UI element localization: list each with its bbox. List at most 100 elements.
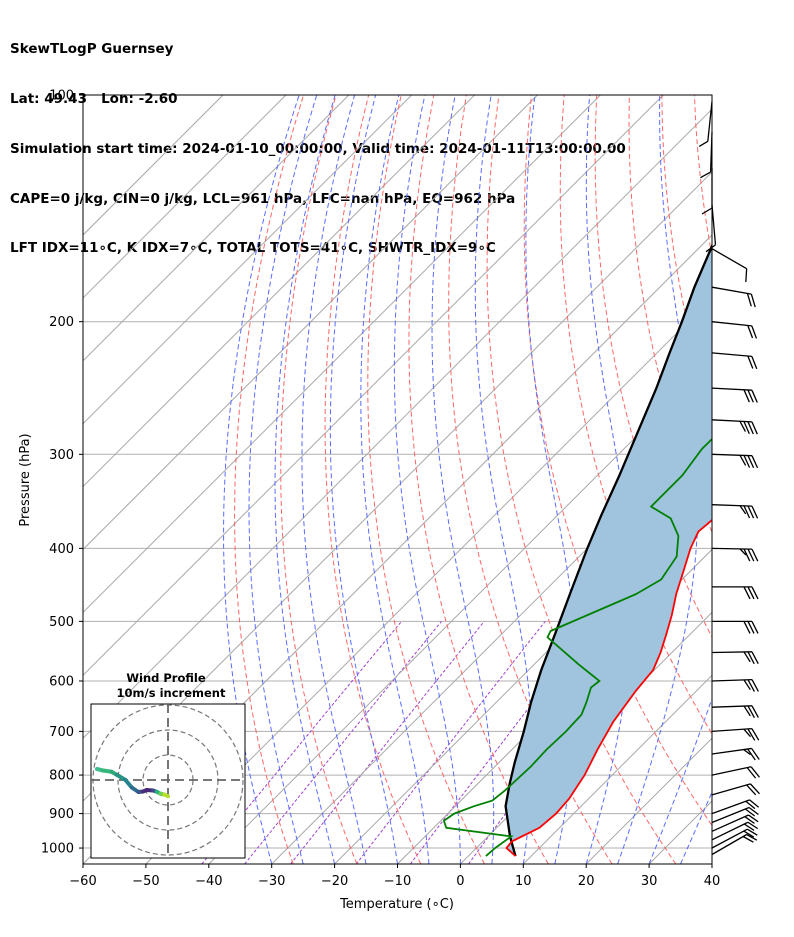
wind-barb-flag [748,806,759,816]
dry-adiabat-line [760,95,794,864]
wind-barb-staff [711,453,752,457]
wind-barb-staff [711,248,747,270]
cape-shading [505,246,712,857]
y-tick-label: 600 [49,674,74,689]
wind-barb [698,101,713,147]
dry-adiabat-line [594,95,712,639]
isotherm-line [334,485,712,864]
wind-barb-flag [751,651,759,664]
wind-barb-flag [747,421,754,435]
wind-barb-flag [743,679,751,691]
wind-barb-flag [743,455,751,468]
wind-barb [711,547,759,562]
y-tick-label: 800 [49,769,74,784]
wind-barb-flag [747,728,756,741]
wind-barb-staff [711,387,752,391]
x-tick-label: −10 [384,874,411,889]
wind-barb [711,828,758,849]
wind-barb-flag [745,268,748,283]
dry-adiabat-line [324,95,422,864]
wind-barb-flag [743,548,751,562]
x-tick-label: 0 [456,874,464,889]
wind-barb-staff [711,747,752,755]
wind-barb-flag [746,828,758,836]
wind-barb-flag [749,783,761,795]
wind-barb-staff [711,727,752,733]
isotherm-line [83,95,224,236]
wind-barb [705,204,717,253]
dry-adiabat-line [234,95,304,864]
x-tick-label: 10 [515,874,532,889]
x-tick-label: −30 [258,874,285,889]
wind-barb-flag [750,293,756,308]
x-axis-ticks: −60 −50 −40 −30 −20 −10 0 10 20 30 40 [69,864,720,889]
wind-barb-flag [743,505,751,519]
moist-adiabat-line [680,790,712,864]
wind-barb-flag [742,835,754,843]
x-tick-label: 40 [704,874,721,889]
wind-barb-staff [711,821,749,841]
wind-barb [711,248,748,283]
wind-barb-flag [751,748,760,760]
wind-barb-flag [751,621,759,634]
dry-adiabat-line [559,95,712,735]
y-axis-ticks: 100 200 300 400 500 600 700 800 900 1000 [41,89,83,857]
wind-barb-flag [743,389,750,403]
hodograph-trace [95,767,170,799]
wind-barb-staff [711,651,753,654]
wind-barb-staff [711,766,752,776]
wind-barb-flag [747,389,754,403]
wind-barb-staff [711,321,752,327]
wind-barb-staff [707,101,713,142]
wind-barb-flag [751,455,759,469]
wind-barb-staff [711,705,752,708]
x-tick-label: −20 [321,874,348,889]
wind-barb [711,766,760,779]
wind-barb-flag [747,705,755,719]
wind-barb-flag [751,705,759,718]
x-tick-label: 30 [641,874,658,889]
y-tick-label: 300 [49,448,74,463]
wind-barb-flag [747,679,755,692]
plot-area [83,95,794,864]
wind-barb [711,821,759,841]
moist-adiabat-line [393,95,461,864]
moist-adiabat-line [223,95,300,864]
x-tick-label: −60 [69,874,96,889]
mixing-ratio-line [201,621,402,864]
time-line: Simulation start time: 2024-01-10_00:00:… [10,140,626,157]
wind-barb [711,678,759,692]
wind-barb-flag [743,651,751,663]
hodograph-inset: Wind Profile 10m/s increment [90,671,246,859]
wind-barb-flag [751,586,759,600]
moist-adiabat-line [274,95,336,864]
wind-barb [711,705,759,719]
y-tick-label: 1000 [41,842,74,857]
wind-barb-flag [751,356,758,370]
wind-barb [711,453,759,469]
dry-adiabat-line [367,95,485,864]
mixing-ratio-line [355,621,546,864]
wind-barb [701,168,713,215]
wind-barb-flag [747,325,754,339]
isotherm-line [522,674,712,864]
y-tick-label: 700 [49,725,74,740]
wind-barb-flag [700,171,711,179]
wind-barb-flag [747,455,755,469]
wind-barb-flag [739,548,747,556]
y-axis-label: Pressure (hPa) [18,433,33,526]
wind-barb-flag [751,325,758,339]
wind-barb [712,586,759,600]
hodograph-title: Wind Profile [126,671,206,685]
y-tick-label: 500 [49,615,74,630]
wind-barb-staff [711,419,752,423]
x-tick-label: −40 [195,874,222,889]
wind-barb-staff [711,204,717,245]
x-tick-label: 20 [578,874,595,889]
wind-barb-flag [749,799,760,808]
isotherm-line [83,95,664,677]
wind-barb-flag [747,355,754,369]
moist-adiabat-line [301,95,367,864]
isotherm-line [83,95,538,551]
dry-adiabat-line [523,95,712,827]
